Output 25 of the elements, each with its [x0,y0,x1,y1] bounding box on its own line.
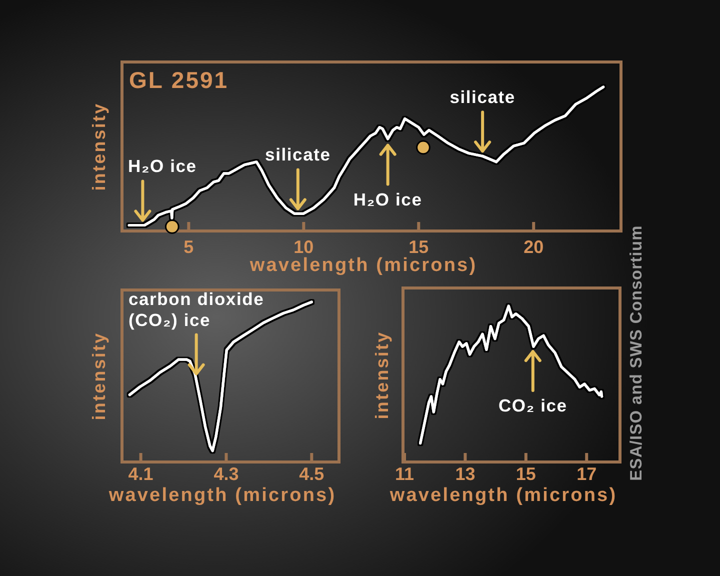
text: ESA/ISO and SWS Consortium [627,225,646,481]
x-tick-label: 15 [408,237,429,257]
x-tick-label: 10 [294,237,314,257]
annotation: H₂O ice [353,189,422,210]
y-axis-title: intensity [88,332,109,420]
x-tick-label: 5 [184,237,194,257]
y-axis-title: intensity [88,102,109,191]
annotation: CO₂ ice [498,396,568,416]
x-tick-label: 4.5 [299,464,324,484]
x-axis-title: wavelength (microns) [388,485,618,506]
x-tick-label: 20 [524,237,544,257]
x-axis-title: wavelength (microns) [248,255,478,276]
annotation: silicate [450,87,516,108]
x-axis-title: wavelength (microns) [108,485,336,506]
annotation: H₂O ice [128,156,197,176]
x-tick-label: 13 [455,464,476,484]
x-tick-label: 4.1 [128,464,154,484]
x-tick-label: 15 [516,464,536,484]
annotation: carbon dioxide (CO₂) ice [128,288,264,330]
x-tick-label: 17 [576,464,597,484]
chart-title: GL 2591 [129,67,229,93]
y-axis-title: intensity [372,330,392,420]
x-tick-label: 11 [395,464,414,484]
x-tick-label: 4.3 [214,464,239,484]
annotation: silicate [265,144,331,165]
